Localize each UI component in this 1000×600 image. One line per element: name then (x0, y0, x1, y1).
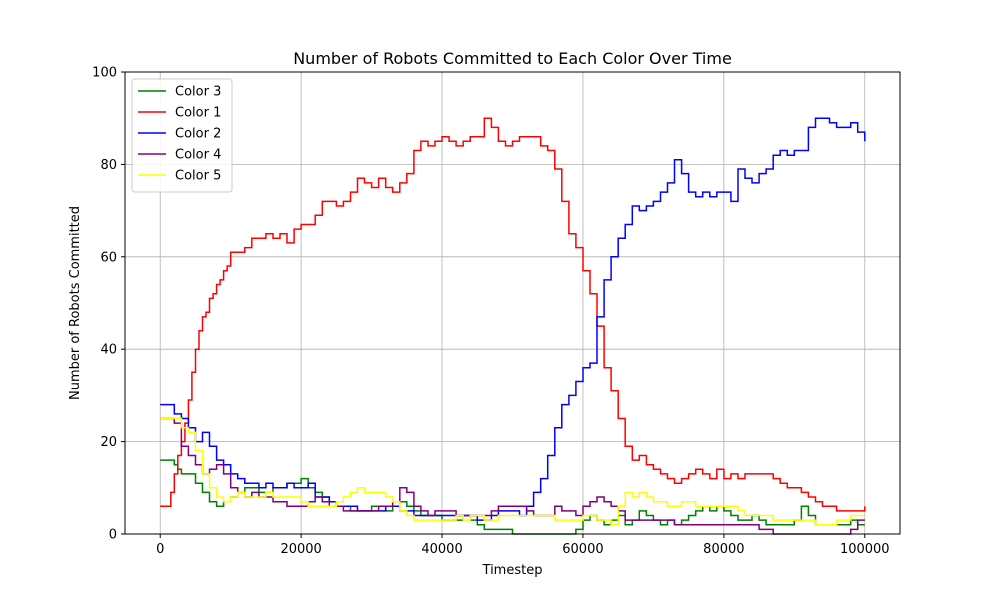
y-tick-label: 0 (109, 528, 117, 543)
axis-ticks: 0 20000 40000 60000 80000 100000 0 20 40 60 80 100 (92, 66, 889, 558)
legend-label-color-2: Color 2 (175, 127, 221, 142)
y-tick-label: 20 (100, 435, 117, 450)
legend-label-color-4: Color 4 (175, 148, 221, 163)
y-tick-label: 40 (100, 343, 117, 358)
y-axis-title: Number of Robots Committed (68, 206, 83, 400)
legend-label-color-5: Color 5 (175, 169, 221, 184)
y-tick-label: 100 (92, 66, 117, 81)
series-line-color-2 (160, 117, 866, 521)
x-tick-label: 20000 (280, 542, 321, 557)
x-tick-label: 40000 (421, 542, 462, 557)
series-line-color-5 (160, 417, 865, 526)
y-tick-label: 80 (100, 158, 117, 173)
series-lines (160, 117, 866, 535)
x-tick-label: 60000 (562, 542, 603, 557)
legend-label-color-3: Color 3 (175, 85, 221, 100)
legend-label-color-1: Color 1 (175, 106, 221, 121)
x-tick-label: 80000 (703, 542, 744, 557)
chart-title: Number of Robots Committed to Each Color… (293, 49, 732, 68)
legend: Color 3 Color 1 Color 2 Color 4 Color 5 (131, 78, 233, 193)
x-tick-label: 0 (156, 542, 164, 557)
plot-area-frame (124, 71, 901, 535)
x-tick-label: 100000 (840, 542, 890, 557)
legend-box (131, 78, 233, 193)
series-line-color-1 (160, 117, 866, 512)
x-axis-title: Timestep (482, 563, 543, 578)
y-tick-label: 60 (100, 250, 117, 265)
